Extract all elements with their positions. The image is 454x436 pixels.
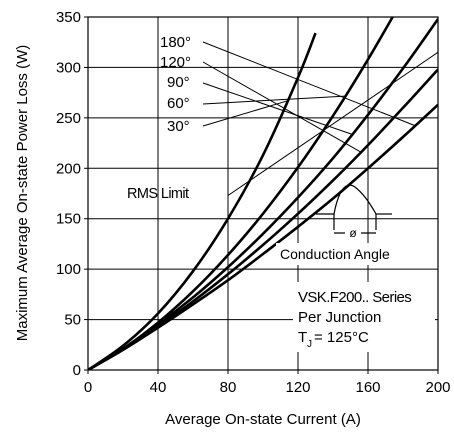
conduction-label-backdrop xyxy=(276,243,434,265)
series-label-90: 90° xyxy=(167,74,190,91)
label-leader-lines xyxy=(202,41,416,153)
junction-temp-sub: J xyxy=(307,339,312,350)
y-tick-label: 150 xyxy=(56,211,81,228)
rms-limit-line xyxy=(227,51,438,196)
conduction-angle-label: Conduction Angle xyxy=(280,246,390,262)
leader-line xyxy=(202,61,362,153)
series-label-30: 30° xyxy=(167,118,190,135)
y-tick-label: 250 xyxy=(56,110,81,127)
y-tick-label: 300 xyxy=(56,59,81,76)
series-line-60 xyxy=(88,17,395,370)
series-lines xyxy=(88,17,438,370)
y-axis-label: Maximum Average On-state Power Loss (W) xyxy=(14,45,31,341)
leader-line xyxy=(202,82,353,135)
junction-temp-main: T xyxy=(298,329,307,346)
x-tick-label: 80 xyxy=(220,379,237,396)
x-axis-label: Average On-state Current (A) xyxy=(165,411,361,428)
plot-frame xyxy=(87,16,439,371)
y-tick-label: 200 xyxy=(56,160,81,177)
y-tick-label: 100 xyxy=(56,261,81,278)
x-tick-label: 0 xyxy=(84,379,92,396)
leader-line xyxy=(202,95,346,105)
series-line-120 xyxy=(88,68,438,370)
x-tick-label: 160 xyxy=(355,379,380,396)
x-tick-label: 120 xyxy=(285,379,310,396)
x-tick-label: 40 xyxy=(150,379,167,396)
conduction-angle-phi: ø xyxy=(349,226,357,240)
y-tick-label: 50 xyxy=(64,312,81,329)
notes-backdrop xyxy=(293,282,435,352)
series-label-120: 120° xyxy=(160,54,191,71)
leader-line xyxy=(202,41,416,127)
series-line-30 xyxy=(88,32,317,370)
leader-line xyxy=(202,100,288,127)
series-label-60: 60° xyxy=(167,95,190,112)
y-tick-label: 0 xyxy=(73,362,81,379)
y-tick-label: 350 xyxy=(56,9,81,26)
junction-temp-value: = 125°C xyxy=(314,329,369,346)
axis-ticks: 0 40 80 120 160 200 0 50 100 150 200 250 300 350 xyxy=(56,9,451,396)
junction-note: Per Junction xyxy=(298,309,381,326)
x-tick-label: 200 xyxy=(425,379,450,396)
series-note: VSK.F200.. Series xyxy=(298,289,411,306)
series-label-180: 180° xyxy=(160,34,191,51)
phi-backdrop xyxy=(345,226,361,240)
rms-limit-label: RMS Limit xyxy=(127,186,189,202)
